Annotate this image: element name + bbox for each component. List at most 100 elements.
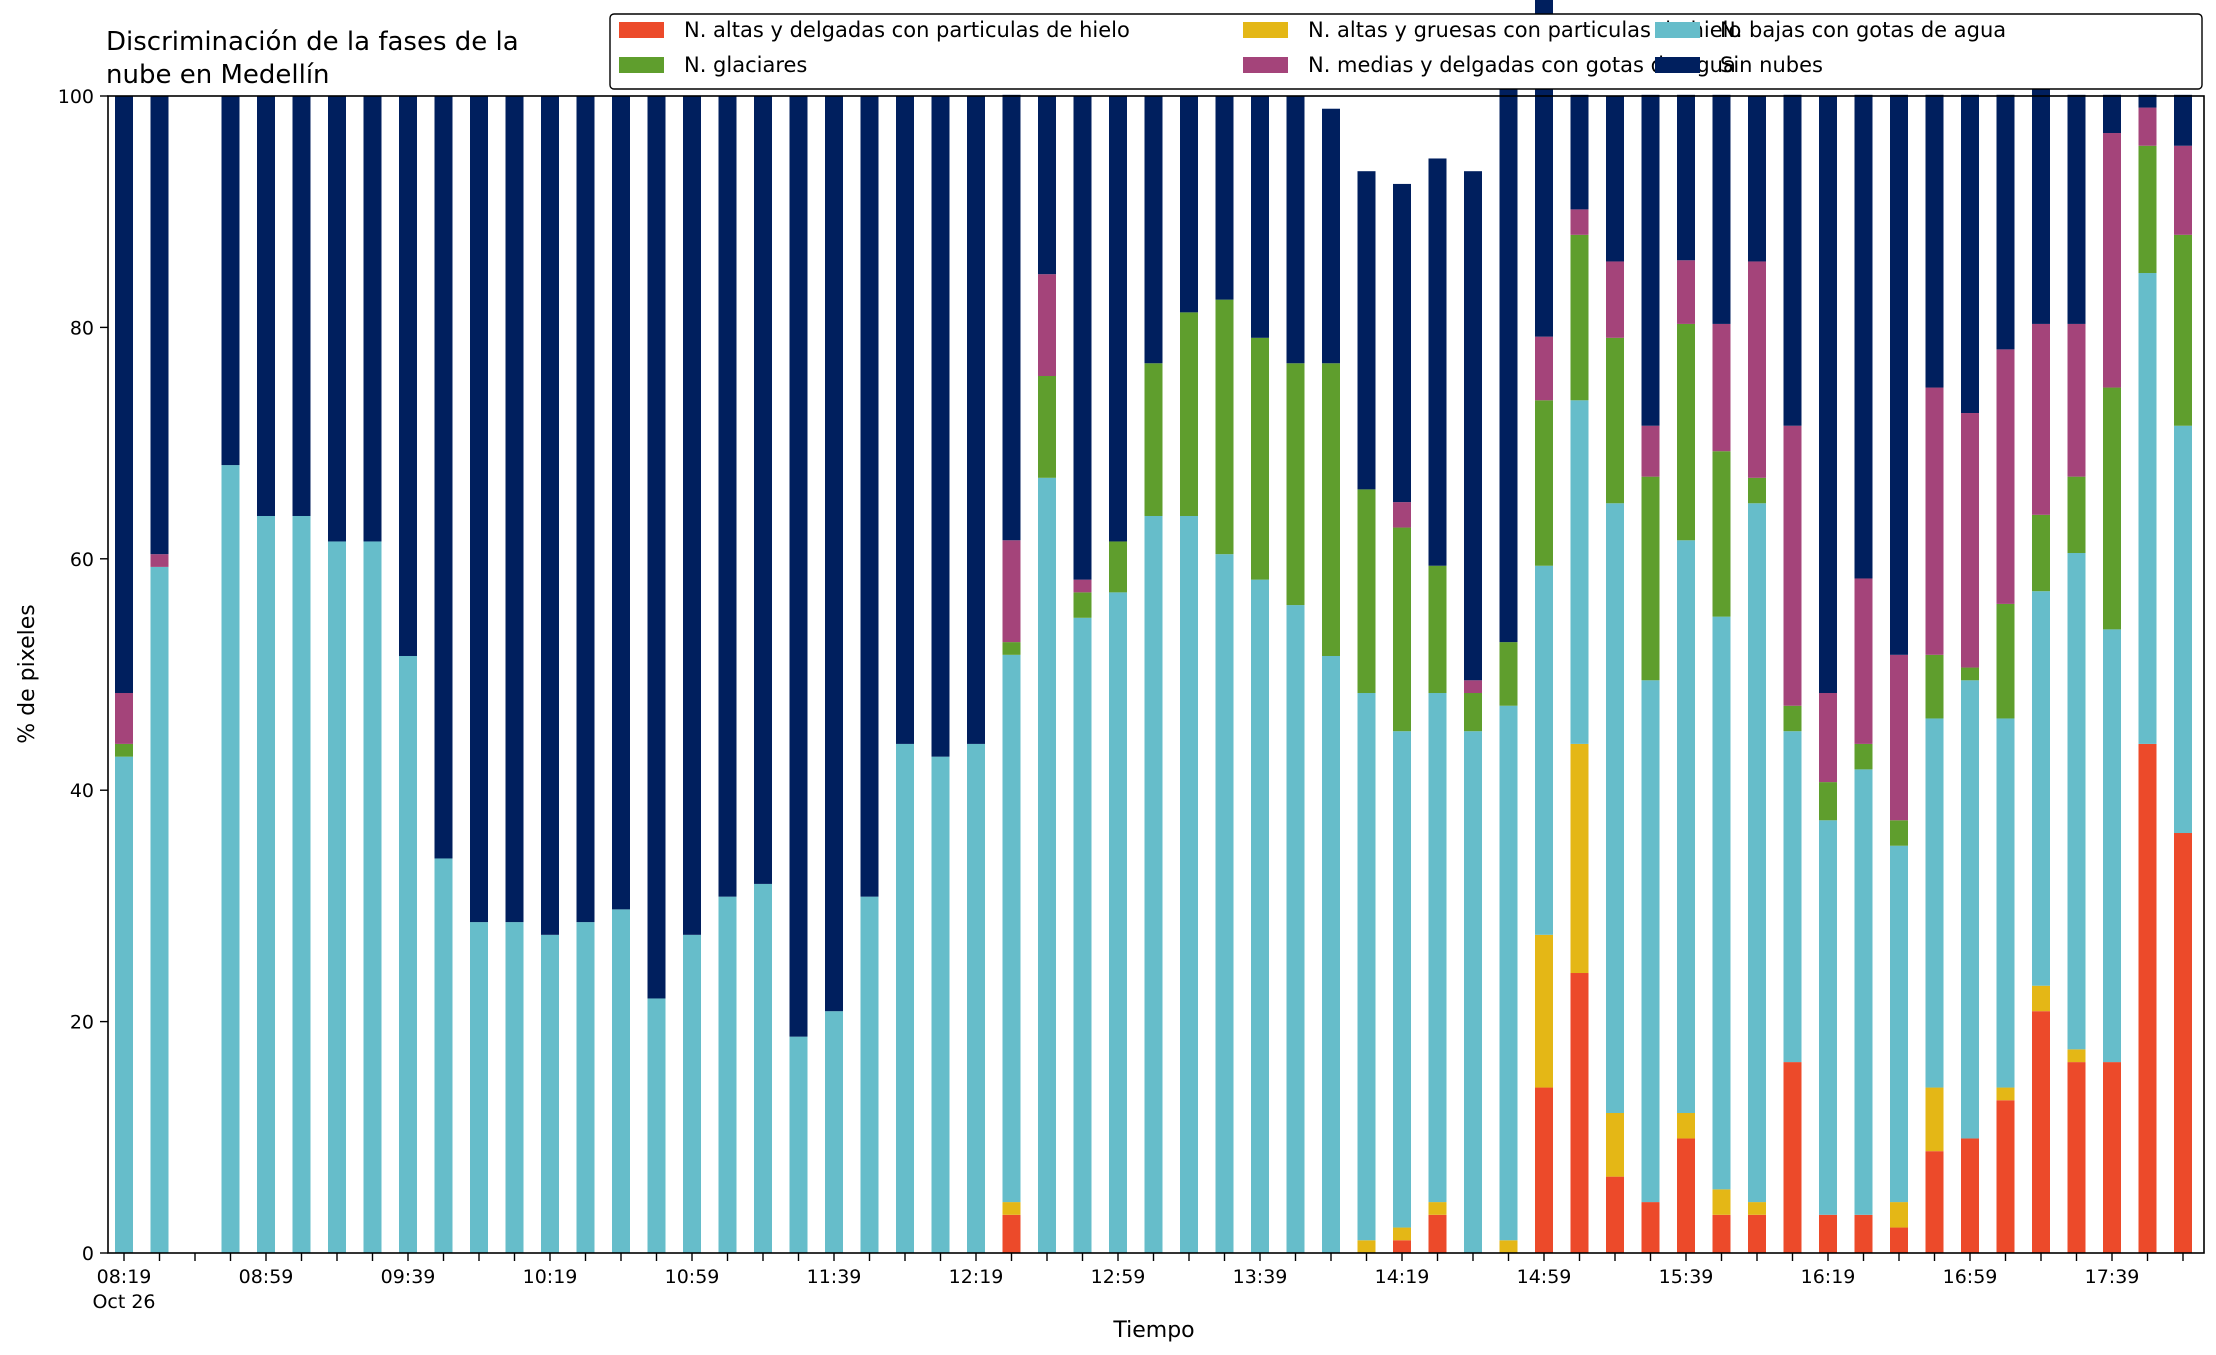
x-tick-label: 13:39 — [1233, 1266, 1288, 1288]
bar-segment — [221, 96, 240, 466]
bar-segment — [1641, 94, 1660, 426]
legend-label: N. bajas con gotas de agua — [1720, 18, 2006, 42]
bar-segment — [1393, 1240, 1411, 1253]
bar-segment — [1570, 743, 1589, 974]
bar-segment — [1570, 209, 1589, 235]
x-tick-label: 08:19 — [97, 1266, 152, 1288]
x-tick-label: 09:39 — [381, 1266, 436, 1288]
bar-segment — [2032, 1011, 2050, 1253]
x-tick-label: 16:59 — [1943, 1266, 1998, 1288]
legend-swatch — [1243, 22, 1288, 38]
bar-segment — [1464, 693, 1482, 732]
bar-segment — [292, 515, 311, 1253]
bar-segment — [1570, 400, 1589, 744]
bar-segment — [1606, 1113, 1624, 1177]
bar-segment — [1925, 387, 1944, 655]
bar-segment — [1748, 503, 1766, 1203]
bar-segment — [1890, 94, 1908, 655]
y-tick-label: 100 — [58, 86, 94, 108]
bar-segment — [1180, 312, 1198, 516]
bar-segment — [115, 693, 133, 744]
bar-segment — [1322, 363, 1340, 656]
legend-label: N. glaciares — [684, 53, 807, 77]
bar-segment — [1961, 413, 1979, 668]
y-axis-label: % de pixeles — [15, 604, 40, 743]
bar-segment — [292, 96, 311, 516]
bar-segment — [1215, 96, 1234, 300]
bar-segment — [825, 96, 843, 1012]
bar-segment — [683, 96, 701, 935]
x-axis-label: Tiempo — [1112, 1318, 1194, 1343]
bar-segment — [931, 96, 950, 757]
bar-segment — [115, 96, 133, 694]
bar-segment — [1002, 642, 1021, 655]
bar-segment — [1002, 1202, 1021, 1215]
bar-segment — [1073, 617, 1092, 1253]
bar-segment — [1109, 592, 1127, 1253]
bar-segment — [1677, 1138, 1695, 1253]
bar-segment — [434, 96, 453, 859]
bar-segment — [150, 554, 169, 567]
y-tick-label: 80 — [70, 317, 94, 339]
bar-segment — [1712, 451, 1731, 617]
bar-segment — [1783, 731, 1802, 1063]
x-tick-sublabel: Oct 26 — [92, 1291, 155, 1313]
bar-segment — [2138, 743, 2157, 1253]
legend-swatch — [1243, 57, 1288, 73]
bar-segment — [1251, 96, 1269, 338]
bar-segment — [1996, 1087, 2015, 1101]
bar-segment — [1322, 655, 1340, 1253]
bar-segment — [647, 96, 666, 999]
bar-segment — [967, 96, 985, 744]
bar-segment — [1499, 642, 1518, 706]
bar-segment — [1890, 845, 1908, 1203]
bar-segment — [1996, 94, 2015, 350]
bar-segment — [1854, 769, 1873, 1215]
bar-segment — [1996, 603, 2015, 719]
bar-segment — [1890, 820, 1908, 846]
bar-segment — [2103, 133, 2121, 388]
bar-segment — [2174, 94, 2192, 146]
bar-segment — [1535, 565, 1553, 935]
bar-segment — [2103, 94, 2121, 134]
bar-segment — [363, 541, 382, 1253]
y-tick-label: 0 — [82, 1243, 94, 1265]
bar-segment — [1002, 540, 1021, 643]
bar-segment — [2067, 476, 2086, 554]
bar-segment — [1890, 1202, 1908, 1228]
bar-segment — [1251, 337, 1269, 580]
bar-stacks — [115, 0, 2192, 1254]
bar-segment — [1393, 183, 1411, 503]
bar-segment — [1996, 1100, 2015, 1253]
y-tick-label: 40 — [70, 780, 94, 802]
chart-title-line-2: nube en Medellín — [106, 60, 330, 90]
bar-segment — [612, 909, 630, 1253]
y-axis: 0 20 40 60 80 100 — [58, 86, 108, 1265]
bar-segment — [1428, 693, 1447, 1203]
bar-segment — [1677, 323, 1695, 541]
bar-segment — [2067, 94, 2086, 324]
bar-segment — [2067, 553, 2086, 1050]
bar-segment — [1748, 477, 1766, 504]
bar-segment — [612, 96, 630, 910]
bar-segment — [470, 96, 488, 923]
y-tick-label: 20 — [70, 1012, 94, 1034]
bar-segment — [2032, 82, 2050, 324]
bar-segment — [1144, 96, 1163, 364]
bar-segment — [1712, 616, 1731, 1190]
bar-segment — [1251, 579, 1269, 1253]
bar-segment — [1996, 718, 2015, 1088]
x-axis: 08:19 Oct 26 08:59 09:39 10:19 10:59 11:39 12:1… — [92, 1253, 2184, 1313]
bar-segment — [647, 998, 666, 1253]
bar-segment — [1073, 592, 1092, 618]
bar-segment — [896, 743, 914, 1253]
bar-segment — [1961, 94, 1979, 414]
bar-segment — [257, 96, 275, 516]
bar-segment — [1428, 565, 1447, 694]
bar-segment — [1428, 1214, 1447, 1253]
bar-segment — [1535, 934, 1553, 1088]
bar-segment — [1499, 705, 1518, 1241]
bar-segment — [1038, 477, 1056, 1253]
bar-segment — [2174, 833, 2192, 1253]
bar-segment — [1038, 274, 1056, 376]
